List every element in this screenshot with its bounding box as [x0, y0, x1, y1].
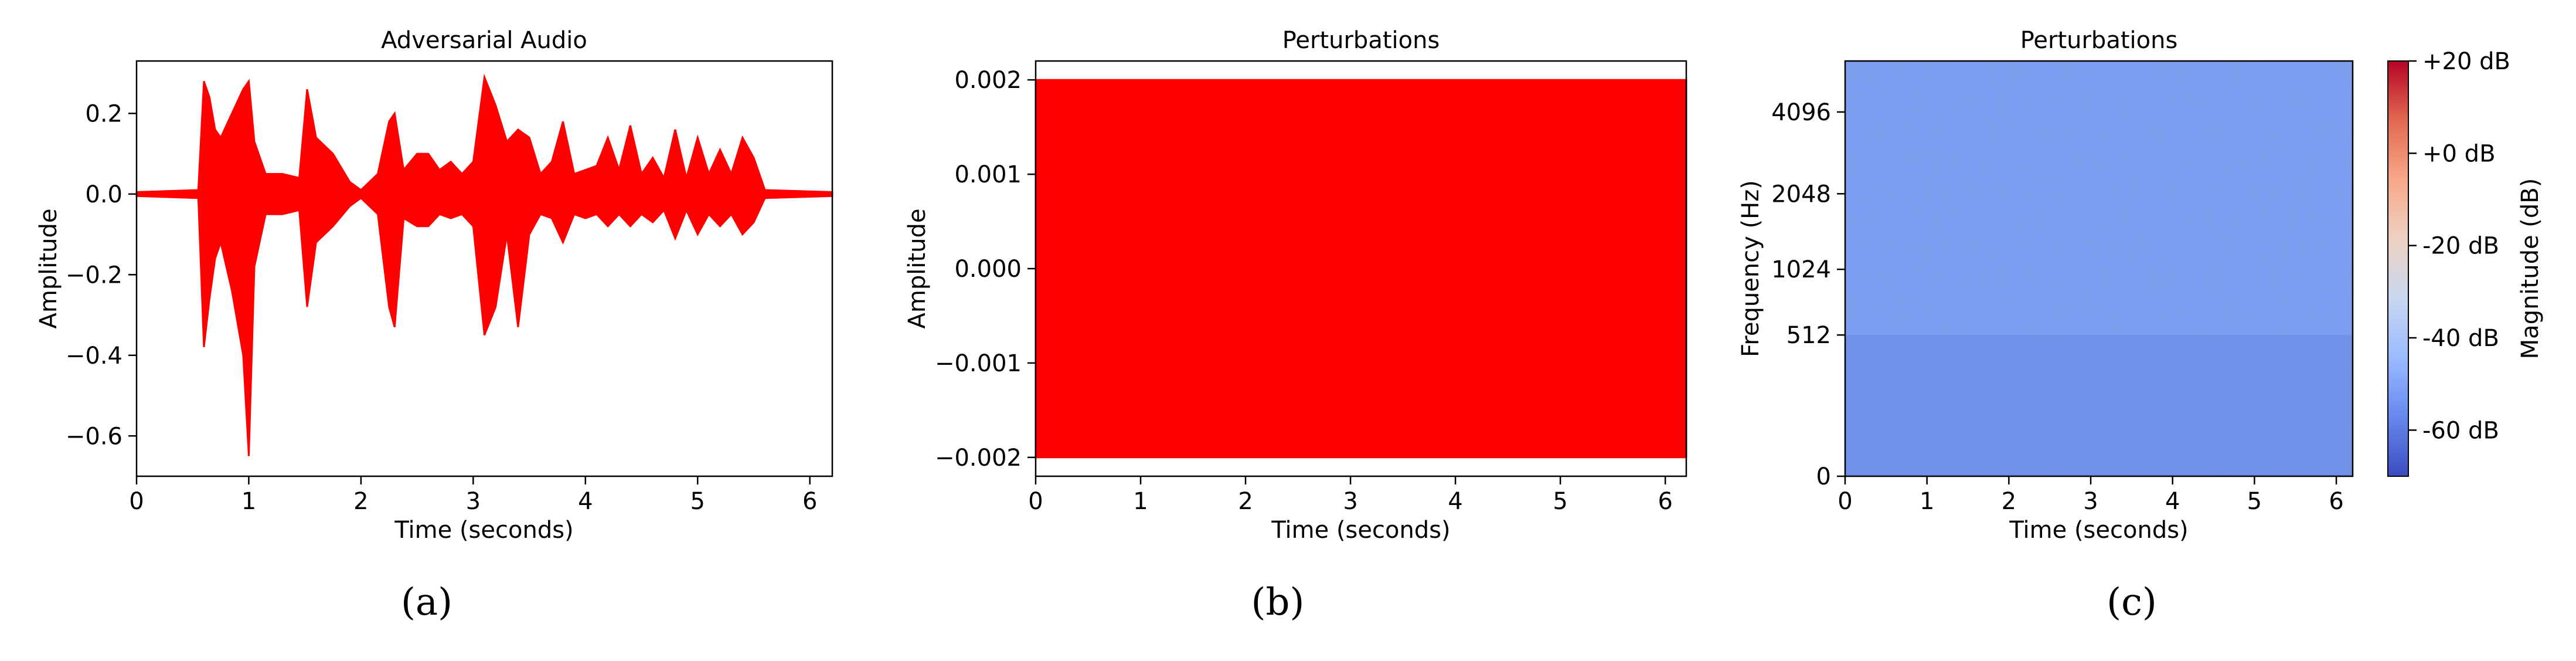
panel-a-frame: [135, 60, 833, 477]
panel-b-title: Perturbations: [1282, 27, 1440, 54]
panel-c-y-tick-label: 4096: [1771, 99, 1831, 126]
colorbar-ticks: +20 dB +0 dB -20 dB -40 dB -60 dB: [2408, 48, 2510, 444]
panel-b-x-ticks: 0 1 2 3 4 5 6: [1028, 476, 1673, 515]
panel-a-y-tick-label: −0.4: [66, 343, 122, 370]
panel-c-y-label: Frequency (Hz): [1737, 180, 1764, 357]
panel-a-y-tick-label: 0.0: [85, 181, 122, 208]
panel-c-y-tick-label: 512: [1786, 322, 1831, 349]
panel-b-y-tick-label: −0.002: [935, 445, 1022, 472]
colorbar-tick-label: -20 dB: [2422, 233, 2499, 260]
panel-a-x-tick-label: 1: [241, 488, 256, 515]
panel-a-x-ticks: 0 1 2 3 4 5 6: [129, 476, 817, 515]
panel-a-x-label: Time (seconds): [394, 517, 573, 544]
panel-c-title: Perturbations: [2020, 27, 2178, 54]
panel-c-x-tick-label: 4: [2165, 488, 2180, 515]
caption-c: (c): [2107, 581, 2157, 624]
panel-b-y-tick-label: −0.001: [935, 350, 1022, 377]
panel-a-plot-area: [135, 73, 833, 456]
panel-a-x-tick-label: 4: [578, 488, 593, 515]
panel-c-x-tick-label: 0: [1837, 488, 1852, 515]
panel-a-y-tick-label: 0.2: [85, 100, 122, 127]
panel-b-y-tick-label: 0.001: [954, 161, 1022, 188]
panel-c-x-tick-label: 2: [2002, 488, 2016, 515]
panel-b: Perturbations 0 1 2 3 4 5 6 0.002 0.001 0.000 −0.…: [904, 27, 1687, 544]
panel-b-x-tick-label: 4: [1448, 488, 1462, 515]
panel-b-plot-area: [1035, 79, 1687, 459]
panel-b-x-tick-label: 2: [1238, 488, 1253, 515]
panel-a-x-tick-label: 6: [802, 488, 817, 515]
panel-a-y-tick-label: −0.6: [66, 423, 122, 450]
colorbar-label: Magnitude (dB): [2517, 178, 2544, 360]
panel-b-y-tick-label: 0.000: [954, 256, 1022, 283]
panel-c-spectrogram: [1845, 61, 2353, 476]
colorbar-tick-label: +20 dB: [2422, 48, 2510, 75]
spectrogram-texture: [1845, 61, 2353, 476]
spectrogram-low-band: [1845, 335, 2353, 476]
panel-c: Perturbations 0 1 2 3 4 5 6 0 512 1024 2048 4096 T…: [1737, 27, 2544, 544]
caption-b: (b): [1251, 581, 1305, 624]
panel-b-y-ticks: 0.002 0.001 0.000 −0.001 −0.002: [935, 67, 1036, 472]
panel-c-y-tick-label: 1024: [1771, 256, 1831, 283]
colorbar-tick-label: -60 dB: [2422, 417, 2499, 444]
colorbar-gradient: [2387, 60, 2409, 477]
panel-c-x-ticks: 0 1 2 3 4 5 6: [1837, 476, 2344, 515]
panel-c-x-tick-label: 6: [2329, 488, 2343, 515]
panel-b-y-label: Amplitude: [904, 209, 931, 329]
panel-a-x-tick-label: 5: [690, 488, 705, 515]
panel-a: Adversarial Audio 0 1 2 3 4 5 6 0.2 0.0 −0.2 −0.4…: [35, 27, 833, 544]
panel-a-y-label: Amplitude: [35, 209, 62, 329]
panel-b-x-tick-label: 5: [1553, 488, 1567, 515]
panel-b-x-label: Time (seconds): [1271, 517, 1450, 544]
panel-c-y-tick-label: 2048: [1771, 181, 1831, 208]
panel-b-x-tick-label: 1: [1133, 488, 1148, 515]
colorbar: +20 dB +0 dB -20 dB -40 dB -60 dB Magnitude …: [2387, 48, 2544, 477]
panel-a-title: Adversarial Audio: [381, 27, 587, 54]
panel-c-y-ticks: 0 512 1024 2048 4096: [1771, 99, 1845, 490]
panel-b-series-0-waveform: [1035, 79, 1687, 459]
panel-a-x-tick-label: 2: [353, 488, 368, 515]
panel-a-x-tick-label: 0: [129, 488, 144, 515]
colorbar-tick-label: +0 dB: [2422, 140, 2496, 167]
panel-a-x-tick-label: 3: [466, 488, 481, 515]
panel-b-y-tick-label: 0.002: [954, 67, 1022, 94]
panel-c-x-tick-label: 5: [2247, 488, 2262, 515]
panel-a-y-ticks: 0.2 0.0 −0.2 −0.4 −0.6: [66, 100, 137, 450]
panel-b-x-tick-label: 3: [1343, 488, 1357, 515]
caption-a: (a): [400, 581, 453, 624]
panel-b-x-tick-label: 6: [1658, 488, 1672, 515]
panel-a-series-0-waveform: [135, 73, 833, 456]
colorbar-tick-label: -40 dB: [2422, 325, 2499, 352]
panel-c-x-tick-label: 1: [1920, 488, 1934, 515]
panel-c-x-label: Time (seconds): [2009, 517, 2188, 544]
panel-c-y-tick-label: 0: [1816, 463, 1831, 490]
panel-b-x-tick-label: 0: [1028, 488, 1043, 515]
panel-a-y-tick-label: −0.2: [66, 262, 122, 289]
panel-c-x-tick-label: 3: [2083, 488, 2098, 515]
